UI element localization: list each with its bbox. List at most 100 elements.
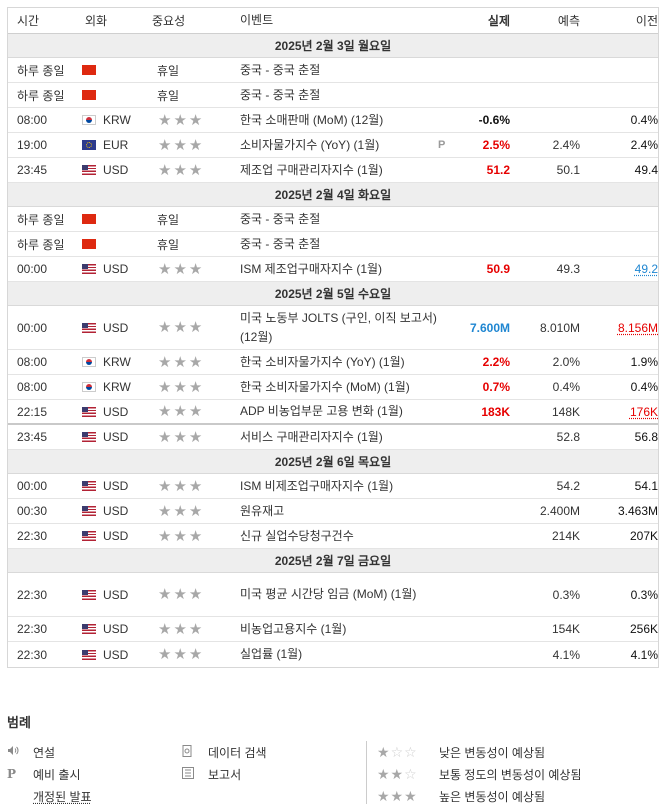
event-row[interactable]: 23:45 USD ★ ★ ★ 서비스 구매관리자지수 (1월) 52.8 56.8 [8,425,658,450]
event-currency: KRW [78,380,150,394]
event-row[interactable]: 08:00 KRW ★ ★ ★ 한국 소비자물가지수 (YoY) (1월) 2.2% 2.0%… [8,350,658,375]
event-row[interactable]: 하루 종일 휴일 중국 - 중국 춘절 [8,207,658,232]
event-name[interactable]: 한국 소비자물가지수 (MoM) (1월) [240,378,438,397]
event-name[interactable]: ISM 비제조업구매자지수 (1월) [240,477,438,496]
event-row[interactable]: 00:00 USD ★ ★ ★ 미국 노동부 JOLTS (구인, 이직 보고서) (12… [8,306,658,350]
speaker-icon [7,745,33,759]
event-name[interactable]: 소비자물가지수 (YoY) (1월) [240,136,438,155]
flag-kr-icon [82,357,96,367]
event-importance: ★ ★ ★ [150,587,240,602]
event-time: 23:45 [8,430,78,444]
event-row[interactable]: 22:30 USD ★ ★ ★ 신규 실업수당청구건수 214K 207K [8,524,658,549]
event-row[interactable]: 하루 종일 휴일 중국 - 중국 춘절 [8,83,658,108]
importance-star-icon: ★ [173,647,186,662]
event-name[interactable]: 한국 소매판매 (MoM) (12월) [240,111,438,130]
flag-cn-icon [82,90,96,100]
date-header-row: 2025년 2월 7일 금요일 [8,549,658,573]
flag-us-icon [82,407,96,417]
event-currency: USD [78,405,150,419]
event-currency: USD [78,648,150,662]
event-name[interactable]: 중국 - 중국 춘절 [240,61,438,80]
event-name[interactable]: 미국 노동부 JOLTS (구인, 이직 보고서) (12월) [240,309,438,347]
flag-us-icon [82,165,96,175]
legend-data-search-label: 데이터 검색 [208,744,267,761]
flag-cn-icon [82,214,96,224]
event-importance: ★ ★ ★ [150,504,240,519]
event-row[interactable]: 19:00 EUR ★ ★ ★ 소비자물가지수 (YoY) (1월) P 2.5% 2.4% 2.… [8,133,658,158]
legend-speech-label: 연설 [33,744,55,761]
event-name[interactable]: 원유재고 [240,502,438,521]
event-name[interactable]: 중국 - 중국 춘절 [240,235,438,254]
event-forecast: 214K [510,529,580,543]
economic-calendar-table: 시간 외화 중요성 이벤트 실제 예측 이전 2025년 2월 3일 월요일 하루… [7,7,659,668]
event-previous: 256K [580,622,658,636]
legend-title: 범례 [7,712,659,731]
event-name[interactable]: 실업률 (1월) [240,645,438,664]
event-name[interactable]: 제조업 구매관리자지수 (1월) [240,161,438,180]
event-previous[interactable]: 49.2 [580,262,658,276]
event-row[interactable]: 00:00 USD ★ ★ ★ ISM 비제조업구매자지수 (1월) 54.2 54.1 [8,474,658,499]
event-row[interactable]: 23:45 USD ★ ★ ★ 제조업 구매관리자지수 (1월) 51.2 50.1 49.4 [8,158,658,183]
event-name[interactable]: 한국 소비자물가지수 (YoY) (1월) [240,353,438,372]
event-name[interactable]: 서비스 구매관리자지수 (1월) [240,428,438,447]
event-time: 08:00 [8,113,78,127]
event-currency: USD [78,430,150,444]
event-row[interactable]: 08:00 KRW ★ ★ ★ 한국 소매판매 (MoM) (12월) -0.6% 0.4% [8,108,658,133]
event-row[interactable]: 22:30 USD ★ ★ ★ 실업률 (1월) 4.1% 4.1% [8,642,658,667]
event-name[interactable]: ADP 비농업부문 고용 변화 (1월) [240,402,438,421]
event-time: 22:15 [8,405,78,419]
event-previous[interactable]: 176K [580,405,658,419]
event-time: 23:45 [8,163,78,177]
event-row[interactable]: 22:15 USD ★ ★ ★ ADP 비농업부문 고용 변화 (1월) 183K 148K 1… [8,400,658,425]
event-row[interactable]: 22:30 USD ★ ★ ★ 미국 평균 시간당 임금 (MoM) (1월) 0.3% 0.… [8,573,658,617]
header-forecast: 예측 [510,12,580,29]
flag-us-icon [82,506,96,516]
event-importance: ★ ★ ★ [150,163,240,178]
legend-high-volatility: ★★★ 높은 변동성이 예상됨 [377,785,657,804]
currency-code: USD [103,321,128,335]
event-time: 22:30 [8,622,78,636]
legend-speech: 연설 [7,741,182,763]
importance-star-icon: ★ [189,479,202,494]
event-previous: 0.4% [580,380,658,394]
legend-medium-volatility: ★★☆ 보통 정도의 변동성이 예상됨 [377,763,657,785]
event-previous[interactable]: 8.156M [580,321,658,335]
event-row[interactable]: 하루 종일 휴일 중국 - 중국 춘절 [8,58,658,83]
event-name[interactable]: 비농업고용지수 (1월) [240,620,438,639]
event-previous: 54.1 [580,479,658,493]
event-row[interactable]: 08:00 KRW ★ ★ ★ 한국 소비자물가지수 (MoM) (1월) 0.7% 0.4%… [8,375,658,400]
event-row[interactable]: 22:30 USD ★ ★ ★ 비농업고용지수 (1월) 154K 256K [8,617,658,642]
event-time: 08:00 [8,355,78,369]
event-currency: USD [78,529,150,543]
flag-cn-icon [82,65,96,75]
event-name[interactable]: ISM 제조업구매자지수 (1월) [240,260,438,279]
event-forecast: 2.400M [510,504,580,518]
event-name[interactable]: 미국 평균 시간당 임금 (MoM) (1월) [240,585,438,604]
importance-star-icon: ★ [173,113,186,128]
event-previous: 49.4 [580,163,658,177]
flag-us-icon [82,650,96,660]
event-row[interactable]: 하루 종일 휴일 중국 - 중국 춘절 [8,232,658,257]
importance-star-icon: ★ [189,138,202,153]
legend-revised: 개정된 발표 [7,785,182,804]
importance-star-icon: ★ [189,113,202,128]
event-time: 22:30 [8,648,78,662]
event-row[interactable]: 00:30 USD ★ ★ ★ 원유재고 2.400M 3.463M [8,499,658,524]
event-forecast: 8.010M [510,321,580,335]
importance-star-icon: ★ [158,380,171,395]
event-name[interactable]: 중국 - 중국 춘절 [240,86,438,105]
flag-us-icon [82,432,96,442]
legend-report-label: 보고서 [208,766,241,783]
event-forecast: 2.0% [510,355,580,369]
event-forecast: 52.8 [510,430,580,444]
importance-star-icon: ★ [158,587,171,602]
event-name[interactable]: 중국 - 중국 춘절 [240,210,438,229]
event-name[interactable]: 신규 실업수당청구건수 [240,527,438,546]
importance-star-icon: ★ [173,380,186,395]
importance-star-icon: ★ [189,404,202,419]
importance-star-icon: ★ [158,529,171,544]
three-star-icon: ★★★ [377,788,439,804]
event-forecast: 54.2 [510,479,580,493]
event-row[interactable]: 00:00 USD ★ ★ ★ ISM 제조업구매자지수 (1월) 50.9 49.3 49.2 [8,257,658,282]
importance-star-icon: ★ [158,622,171,637]
